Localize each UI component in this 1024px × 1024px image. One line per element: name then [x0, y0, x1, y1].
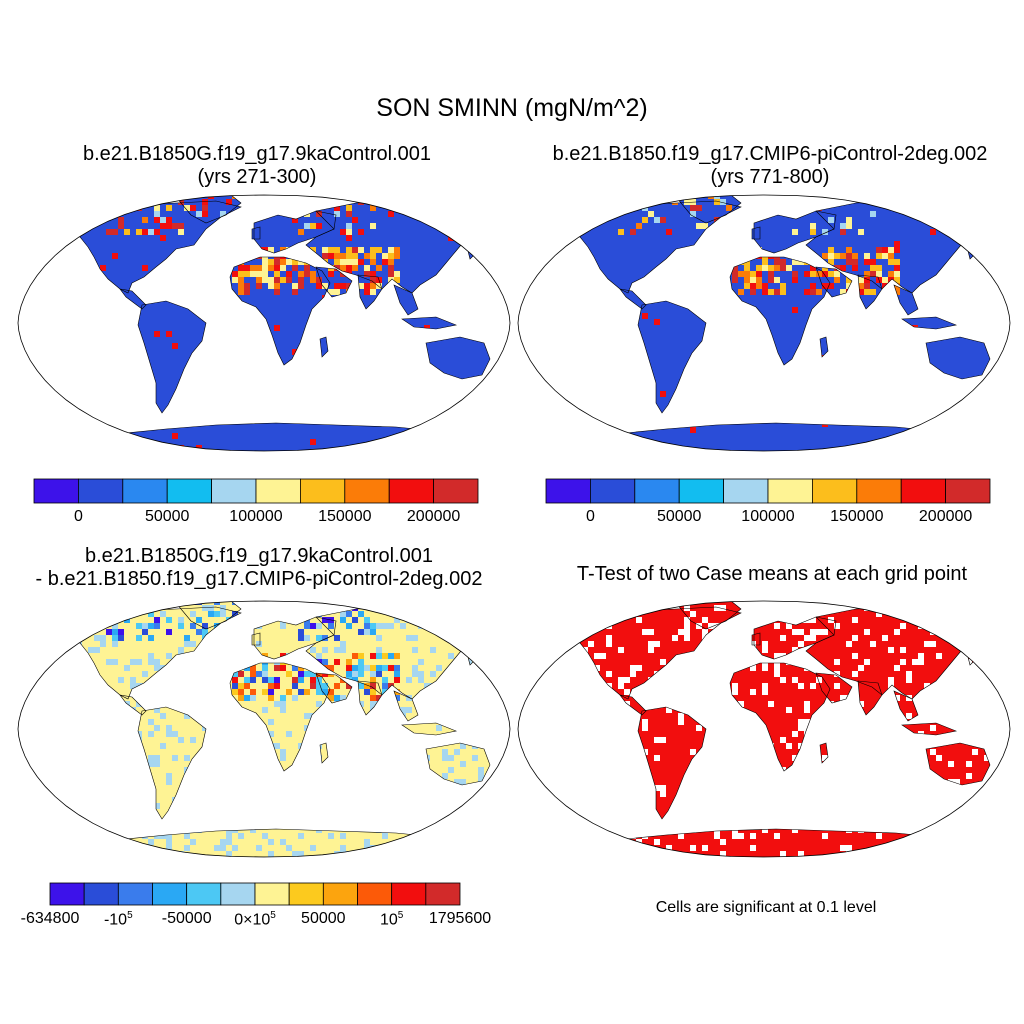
- land-madagascar: [320, 337, 328, 357]
- colorbar-swatch: [33, 478, 79, 504]
- panel-4-title: T-Test of two Case means at each grid po…: [520, 563, 1024, 586]
- colorbar-tick-label: 150000: [830, 508, 884, 525]
- colorbar-swatch: [78, 478, 124, 504]
- land-indonesia: [402, 723, 456, 735]
- map-frame: [517, 194, 1011, 452]
- panel-1-title-line2: (yrs 271-300): [197, 166, 317, 188]
- land-australia: [926, 337, 990, 379]
- land-centralAmerica: [120, 289, 146, 309]
- panel-2-title-line2: (yrs 771-800): [710, 166, 830, 188]
- colorbar-tick-label: 0×105: [234, 910, 276, 929]
- colorbar-swatch: [425, 882, 461, 906]
- land-centralAmerica: [620, 695, 646, 715]
- colorbar-tick-label: -105: [103, 910, 133, 929]
- colorbar-difference: [49, 882, 461, 906]
- colorbar-swatch: [388, 478, 435, 504]
- colorbar-tick-label: 50000: [301, 910, 346, 927]
- colorbar-swatch: [288, 882, 324, 906]
- colorbar-tick-label: -50000: [161, 910, 212, 927]
- colorbar-swatch: [945, 478, 991, 504]
- colorbar-swatch: [856, 478, 902, 504]
- colorbar-swatch: [767, 478, 813, 504]
- panel-1-title-line1: b.e21.B1850G.f19_g17.9kaControl.001: [82, 143, 432, 165]
- land-nz: [992, 783, 1002, 801]
- map-pi-control: [517, 194, 1011, 452]
- colorbar-tick-label: -634800: [20, 910, 80, 927]
- colorbar-tick-label: 200000: [406, 508, 461, 525]
- colorbar-swatch: [152, 882, 188, 906]
- colorbar-case-1: [33, 478, 479, 504]
- panel-1-title: b.e21.B1850G.f19_g17.9kaControl.001 (yrs…: [12, 143, 502, 189]
- land-indonesia: [902, 723, 956, 735]
- land-southAmerica: [638, 301, 706, 413]
- colorbar-tick-label: 105: [380, 910, 404, 929]
- figure-title: SON SMINN (mgN/m^2): [376, 94, 648, 122]
- colorbar-swatch: [590, 478, 636, 504]
- colorbar-tick-label: 100000: [229, 508, 283, 525]
- colorbar-tick-label: 0: [73, 508, 83, 525]
- map-frame: [17, 600, 511, 858]
- panel-3-title: b.e21.B1850G.f19_g17.9kaControl.001 - b.…: [0, 545, 518, 591]
- colorbar-swatch: [211, 478, 257, 504]
- colorbar-swatch: [49, 882, 85, 906]
- colorbar-swatch: [299, 478, 346, 504]
- colorbar-tick-label: 50000: [144, 508, 190, 525]
- colorbar-swatch: [545, 478, 591, 504]
- land-europe: [254, 211, 336, 253]
- colorbar-tick-label: 100000: [741, 508, 795, 525]
- colorbar-swatch: [678, 478, 724, 504]
- map-t-test: [517, 600, 1011, 858]
- colorbar-swatch: [166, 478, 212, 504]
- land-centralAmerica: [620, 289, 646, 309]
- colorbar-swatch: [254, 882, 290, 906]
- land-nz: [992, 377, 1002, 395]
- land-africa: [230, 257, 330, 365]
- colorbar-tick-label: 0: [585, 508, 595, 525]
- colorbar-swatch: [255, 478, 301, 504]
- land-nz: [492, 377, 502, 395]
- colorbar-swatch: [220, 882, 256, 906]
- colorbar-swatch: [344, 478, 390, 504]
- colorbar-swatch: [391, 882, 427, 906]
- colorbar-swatch: [634, 478, 680, 504]
- land-southAmerica: [638, 707, 706, 819]
- colorbar-tick-label: 150000: [318, 508, 372, 525]
- colorbar-swatch: [723, 478, 769, 504]
- panel-4-title-line1: T-Test of two Case means at each grid po…: [576, 563, 968, 585]
- land-madagascar: [820, 337, 828, 357]
- land-centralAmerica: [120, 695, 146, 715]
- colorbar-swatch: [83, 882, 119, 906]
- colorbar-swatch: [322, 882, 358, 906]
- map-frame: [17, 194, 511, 452]
- colorbar-swatch: [117, 882, 153, 906]
- colorbar-tick-label: 50000: [656, 508, 702, 525]
- colorbar-swatch: [433, 478, 479, 504]
- land-southAmerica: [138, 707, 206, 819]
- land-australia: [426, 337, 490, 379]
- colorbar-tick-label: 1795600: [428, 910, 492, 927]
- colorbar-swatch: [122, 478, 168, 504]
- land-seAsia: [394, 285, 418, 315]
- panel-3-title-line2: - b.e21.B1850.f19_g17.CMIP6-piControl-2d…: [35, 568, 483, 590]
- significance-note: Cells are significant at 0.1 level: [655, 899, 877, 916]
- colorbar-tick-label: 200000: [918, 508, 973, 525]
- colorbar-swatch: [811, 478, 858, 504]
- panel-2-title: b.e21.B1850.f19_g17.CMIP6-piControl-2deg…: [516, 143, 1024, 189]
- colorbar-case-2: [545, 478, 991, 504]
- land-indonesia: [402, 317, 456, 329]
- colorbar-swatch: [186, 882, 222, 906]
- map-9ka-control: [17, 194, 511, 452]
- colorbar-swatch: [900, 478, 947, 504]
- land-nz: [492, 783, 502, 801]
- map-difference: [17, 600, 511, 858]
- panel-3-title-line1: b.e21.B1850G.f19_g17.9kaControl.001: [84, 545, 434, 567]
- map-frame: [517, 600, 1011, 858]
- panel-2-title-line1: b.e21.B1850.f19_g17.CMIP6-piControl-2deg…: [552, 143, 988, 165]
- colorbar-swatch: [357, 882, 393, 906]
- land-southAmerica: [138, 301, 206, 413]
